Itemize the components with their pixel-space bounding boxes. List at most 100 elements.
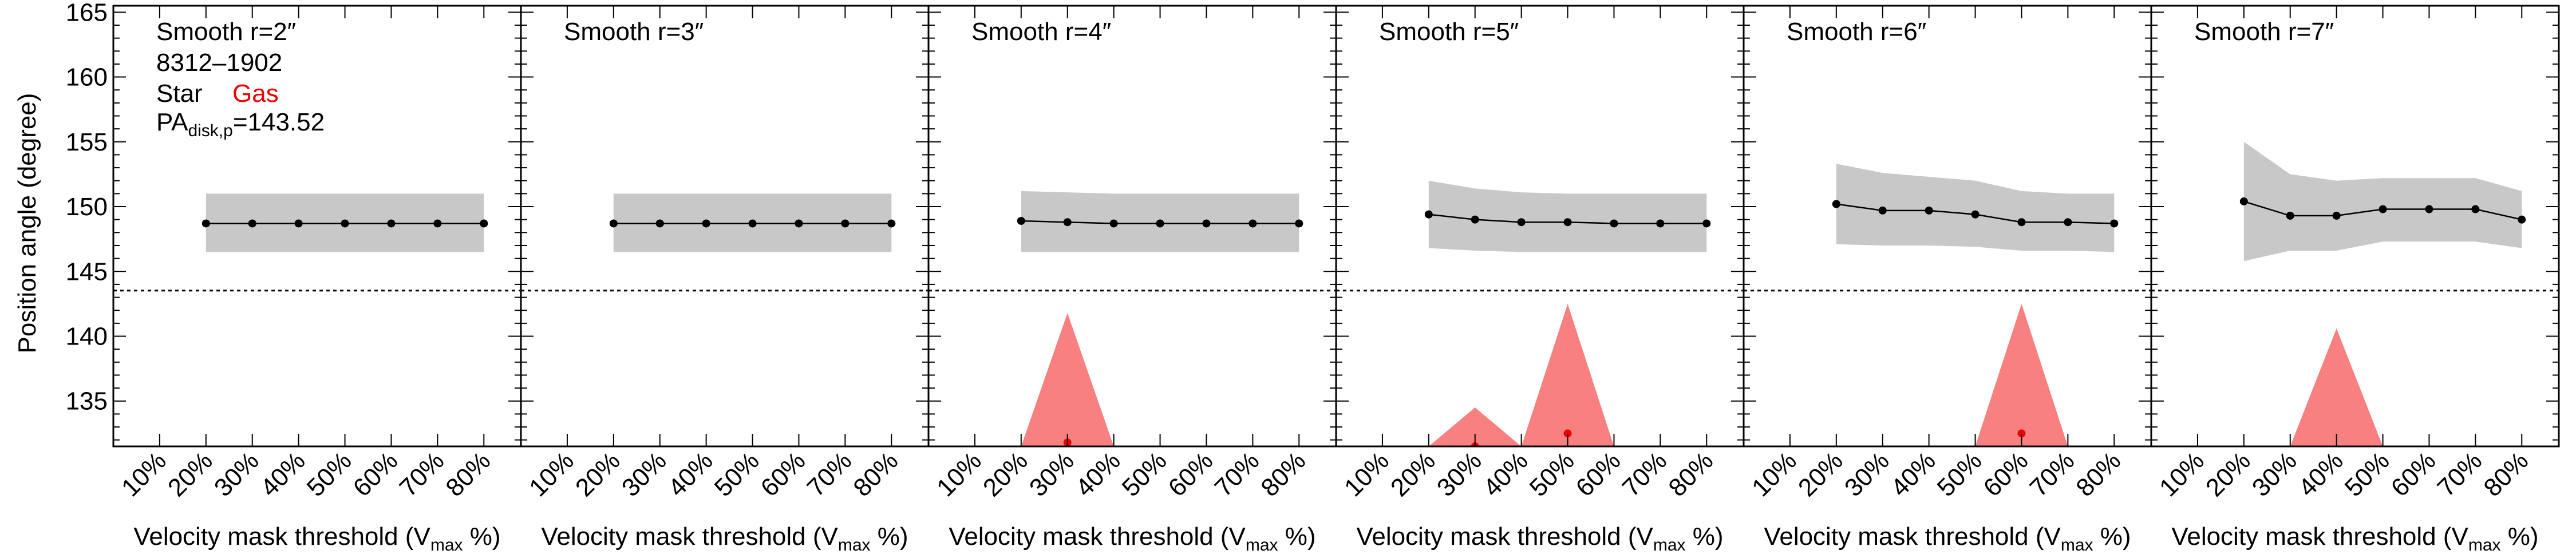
plot-area bbox=[1336, 180, 1744, 446]
x-tick-label: 30% bbox=[2247, 446, 2302, 502]
x-axis-label: Velocity mask threshold (Vmax %) bbox=[1764, 523, 2131, 555]
star-band bbox=[1836, 164, 2115, 252]
x-tick-label: 60% bbox=[1571, 446, 1626, 502]
star-point bbox=[2110, 219, 2119, 228]
star-point bbox=[2425, 205, 2433, 213]
x-tick-label: 80% bbox=[1663, 446, 1718, 502]
star-point bbox=[2239, 197, 2248, 205]
star-point bbox=[2286, 211, 2294, 220]
x-tick-label: 10% bbox=[2154, 446, 2210, 502]
star-point bbox=[702, 219, 710, 228]
x-tick-label: 70% bbox=[2025, 446, 2080, 502]
star-point bbox=[1017, 216, 1025, 225]
x-tick-label: 80% bbox=[848, 446, 903, 502]
panel-2: 10%20%30%40%50%60%70%80% Velocity mask th… bbox=[520, 5, 930, 555]
star-point bbox=[1063, 218, 1072, 227]
x-tick-label: 70% bbox=[394, 446, 450, 502]
y-tick-label: 160 bbox=[66, 64, 108, 92]
panel-title: Smooth r=3″ bbox=[564, 18, 704, 46]
x-tick-label: 40% bbox=[1070, 446, 1126, 502]
star-point bbox=[748, 219, 757, 228]
y-tick-label: 140 bbox=[66, 323, 108, 351]
y-tick-label: 155 bbox=[66, 128, 108, 156]
x-tick-label: 20% bbox=[1793, 446, 1848, 502]
y-tick-label: 145 bbox=[66, 258, 108, 286]
x-tick-label: 30% bbox=[617, 446, 672, 502]
star-point bbox=[1517, 218, 1526, 227]
panel-title: Smooth r=2″ bbox=[156, 18, 296, 46]
star-point bbox=[1925, 206, 1933, 215]
x-tick-label: 70% bbox=[2432, 446, 2488, 502]
star-point bbox=[1878, 206, 1887, 215]
star-point bbox=[1971, 210, 1980, 219]
gas-point bbox=[1563, 429, 1572, 438]
star-point bbox=[1471, 215, 1479, 224]
panel-frame bbox=[2150, 5, 2560, 448]
star-point bbox=[2064, 218, 2072, 227]
star-point bbox=[433, 219, 442, 228]
star-band bbox=[1428, 180, 1707, 252]
x-tick-label: 20% bbox=[570, 446, 626, 502]
star-point bbox=[1295, 219, 1303, 228]
panel-title: Smooth r=7″ bbox=[2194, 18, 2334, 46]
x-tick-label: 40% bbox=[663, 446, 718, 502]
y-axis-label: Position angle (degree) bbox=[13, 93, 41, 354]
star-point bbox=[2471, 205, 2480, 213]
star-point bbox=[2518, 215, 2526, 224]
x-tick-label: 30% bbox=[1432, 446, 1487, 502]
star-point bbox=[387, 219, 396, 228]
star-band bbox=[2243, 141, 2522, 262]
x-tick-label: 50% bbox=[302, 446, 357, 502]
x-tick-label: 30% bbox=[209, 446, 264, 502]
x-tick-label: 60% bbox=[2386, 446, 2441, 502]
panel-title: Smooth r=6″ bbox=[1787, 18, 1926, 46]
plot-area bbox=[521, 193, 929, 292]
x-tick-label: 50% bbox=[709, 446, 765, 502]
x-axis-label: Velocity mask threshold (Vmax %) bbox=[541, 523, 908, 555]
x-axis-label: Velocity mask threshold (Vmax %) bbox=[1356, 523, 1723, 555]
star-point bbox=[1249, 219, 1257, 228]
star-point bbox=[1156, 219, 1164, 228]
panel-5: 10%20%30%40%50%60%70%80% Velocity mask th… bbox=[1743, 5, 2152, 555]
star-point bbox=[655, 219, 664, 228]
x-tick-label: 30% bbox=[1024, 446, 1080, 502]
star-point bbox=[1563, 218, 1572, 227]
x-axis-label: Velocity mask threshold (Vmax %) bbox=[2171, 523, 2538, 555]
gas-point bbox=[2017, 429, 2026, 438]
gas-band bbox=[1428, 303, 1614, 446]
panel-1: 135 140 145 150 155 160 165 10%20%30%40%50%60%7… bbox=[66, 0, 522, 555]
x-tick-label: 10% bbox=[1747, 446, 1802, 502]
x-axis-label: Velocity mask threshold (Vmax %) bbox=[133, 523, 500, 555]
gas-band bbox=[1975, 303, 2068, 446]
plot-area bbox=[2151, 141, 2559, 446]
x-tick-label: 10% bbox=[116, 446, 172, 502]
star-point bbox=[202, 219, 210, 228]
gas-legend: Gas bbox=[232, 80, 279, 108]
x-tick-label: 50% bbox=[1932, 446, 1988, 502]
x-tick-label: 80% bbox=[2071, 446, 2126, 502]
panel-3: 10%20%30%40%50%60%70%80% Velocity mask th… bbox=[927, 5, 1337, 555]
star-point bbox=[1610, 219, 1618, 228]
star-point bbox=[1656, 219, 1665, 228]
star-point bbox=[248, 219, 256, 228]
star-legend: Star bbox=[156, 80, 203, 108]
x-tick-label: 40% bbox=[1886, 446, 1941, 502]
x-tick-label: 40% bbox=[1478, 446, 1534, 502]
panels: 13514014515015516016510%20%30%40%50%60%7… bbox=[66, 0, 2560, 555]
x-tick-label: 80% bbox=[2478, 446, 2534, 502]
x-tick-label: 50% bbox=[2340, 446, 2395, 502]
star-point bbox=[2379, 205, 2387, 213]
pa-disk-label: PAdisk,p=143.52 bbox=[156, 108, 325, 140]
x-tick-label: 20% bbox=[1385, 446, 1441, 502]
x-tick-label: 20% bbox=[978, 446, 1033, 502]
x-tick-label: 60% bbox=[756, 446, 811, 502]
star-point bbox=[609, 219, 618, 228]
x-tick-label: 60% bbox=[348, 446, 404, 502]
star-point bbox=[294, 219, 303, 228]
panel-title: Smooth r=5″ bbox=[1379, 18, 1519, 46]
star-point bbox=[841, 219, 850, 228]
plot-area bbox=[929, 191, 1336, 446]
star-point bbox=[1702, 219, 1711, 228]
galaxy-id: 8312–1902 bbox=[156, 49, 282, 77]
